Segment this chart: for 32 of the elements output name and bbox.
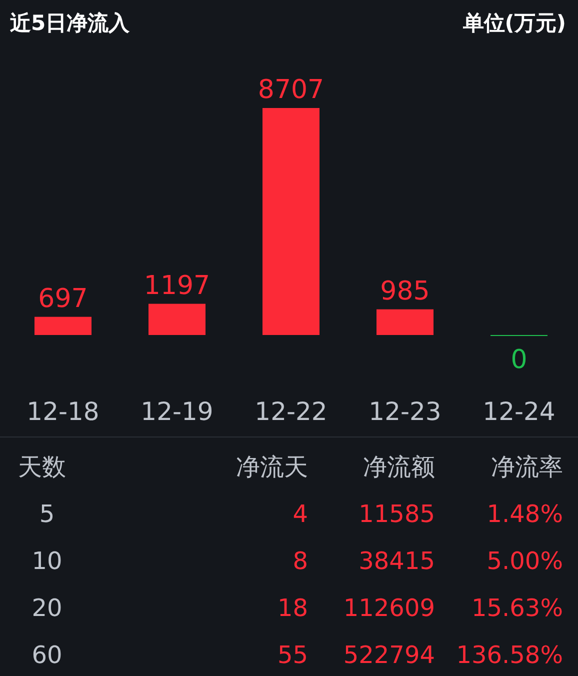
category-label: 60 bbox=[32, 641, 62, 669]
text: 4 bbox=[292, 500, 308, 528]
title: 近5日净流入 bbox=[10, 11, 130, 35]
x-tick-label: 12-24 bbox=[482, 397, 556, 426]
text: 15.63% bbox=[471, 594, 563, 622]
text: 18 bbox=[277, 594, 308, 622]
category-label: 净流率 bbox=[491, 453, 563, 481]
text: 112609 bbox=[343, 594, 435, 622]
category-label: 20 bbox=[32, 594, 62, 622]
text: 55 bbox=[277, 641, 308, 669]
text: 11585 bbox=[358, 500, 435, 528]
data-label: 697 bbox=[38, 284, 88, 314]
category-label: 10 bbox=[32, 547, 62, 575]
x-tick-label: 12-23 bbox=[368, 397, 442, 426]
data-label: 0 bbox=[510, 345, 528, 375]
text: 8 bbox=[292, 547, 308, 575]
category-label: 净流额 bbox=[363, 453, 435, 481]
data-label: 8707 bbox=[258, 75, 324, 105]
data-label: 985 bbox=[380, 276, 430, 306]
text: 1.48% bbox=[486, 500, 563, 528]
category-label: 5 bbox=[39, 500, 55, 528]
x-tick-label: 12-18 bbox=[26, 397, 100, 426]
x-tick-label: 12-19 bbox=[140, 397, 214, 426]
text: 5.00% bbox=[486, 547, 563, 575]
text: 522794 bbox=[343, 641, 435, 669]
data-label: 1197 bbox=[144, 270, 210, 301]
category-label: 天数 bbox=[18, 453, 66, 481]
x-tick-label: 12-22 bbox=[254, 397, 328, 426]
text: 38415 bbox=[358, 547, 435, 575]
text: 136.58% bbox=[456, 641, 563, 669]
category-label: 净流天 bbox=[236, 453, 308, 481]
subtitle: 单位(万元) bbox=[462, 11, 566, 35]
